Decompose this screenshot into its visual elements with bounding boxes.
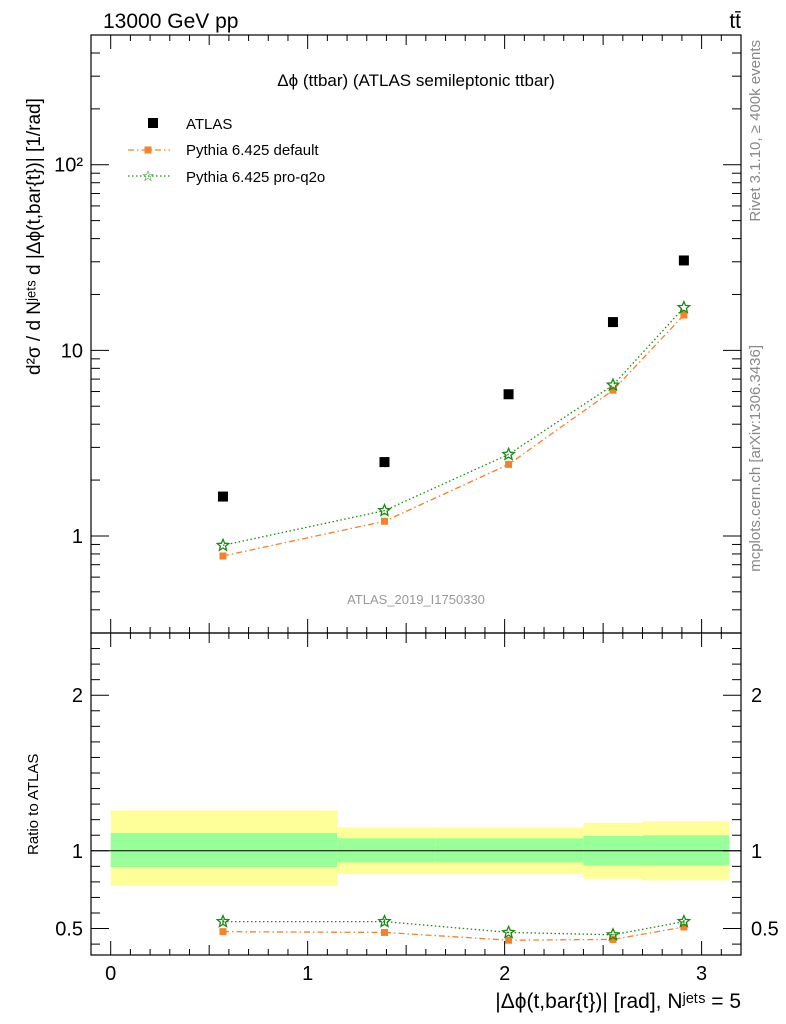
analysis-label: ATLAS_2019_I1750330 — [347, 592, 485, 607]
ratio-point-proq2o — [501, 924, 516, 939]
main-point-atlas — [379, 457, 390, 468]
y-tick-label-main: 10² — [54, 155, 83, 177]
legend-atlas-label: ATLAS — [186, 116, 232, 133]
main-line-series-2 — [222, 307, 685, 546]
x-tick-label: 1 — [302, 963, 313, 985]
y-tick-label-ratio-right: 1 — [751, 841, 762, 863]
main-point-default — [505, 460, 513, 468]
main-point-atlas — [217, 491, 228, 502]
x-axis-label: |Δϕ(t,bar{t})| [rad], Nʲᵉᵗˢ = 5 — [495, 990, 741, 1013]
main-point-proq2o — [501, 446, 516, 461]
plot-title: Δϕ (ttbar) (ATLAS semileptonic ttbar) — [277, 71, 555, 90]
ratio-point-default — [505, 936, 513, 944]
legend-default-label: Pythia 6.425 default — [186, 142, 319, 159]
main-point-proq2o — [215, 537, 231, 552]
main-point-default — [219, 552, 227, 560]
x-tick-label: 0 — [105, 963, 116, 985]
ratio-point-default — [680, 923, 688, 931]
main-point-default — [609, 386, 617, 394]
main-point-atlas — [607, 317, 618, 328]
x-tick-label: 2 — [499, 963, 510, 985]
axis-ticks: 0 1 2 3 1 10 10² 0.5 0.5 1 1 2 2 — [54, 34, 779, 985]
main-point-default — [680, 311, 688, 319]
legend-proq2o-label: Pythia 6.425 pro-q2o — [186, 169, 325, 186]
process-label: tt̄ — [729, 10, 741, 33]
ratio-point-default — [609, 935, 617, 943]
ratio-bands — [91, 810, 741, 886]
main-point-atlas — [503, 389, 514, 400]
y-tick-label-ratio-left: 2 — [72, 685, 83, 707]
ratio-point-proq2o — [377, 913, 392, 928]
y-tick-label-main: 1 — [72, 526, 83, 548]
data-marks — [215, 255, 692, 944]
y-axis-label-ratio: Ratio to ATLAS — [25, 754, 42, 855]
main-point-atlas — [678, 255, 689, 266]
main-point-default — [380, 517, 388, 525]
main-point-proq2o — [377, 502, 392, 517]
y-axis-label-main: d²σ / d Nʲᵉᵗˢ d |Δϕ(t,bar{t})| [1/rad] — [24, 98, 45, 375]
ratio-point-proq2o — [215, 913, 231, 928]
ratio-point-proq2o — [676, 913, 692, 928]
main-point-proq2o — [605, 377, 621, 392]
y-tick-label-ratio-right: 0.5 — [751, 919, 779, 941]
y-tick-label-ratio-left: 0.5 — [55, 919, 83, 941]
ratio-point-proq2o — [605, 927, 621, 941]
y-tick-label-ratio-left: 1 — [72, 841, 83, 863]
x-tick-label: 3 — [696, 963, 707, 985]
energy-label: 13000 GeV pp — [103, 10, 238, 33]
rivet-label: Rivet 3.1.10, ≥ 400k events — [747, 40, 764, 222]
ratio-plot-frame — [90, 632, 742, 956]
ratio-point-default — [380, 928, 388, 936]
legend-proq2o-marker: ☆ — [141, 168, 154, 185]
y-tick-label-main: 10 — [61, 340, 83, 362]
mcplots-label: mcplots.cern.ch [arXiv:1306.3436] — [747, 345, 764, 572]
legend-default-marker — [144, 146, 152, 154]
ratio-point-default — [219, 928, 227, 936]
legend: ATLAS Pythia 6.425 default ☆ Pythia 6.42… — [128, 116, 325, 186]
legend-atlas-marker — [148, 118, 158, 128]
y-tick-label-ratio-right: 2 — [751, 685, 762, 707]
band-inner-0 — [110, 832, 338, 868]
main-point-proq2o — [676, 299, 692, 314]
main-line-series-1 — [222, 314, 685, 557]
